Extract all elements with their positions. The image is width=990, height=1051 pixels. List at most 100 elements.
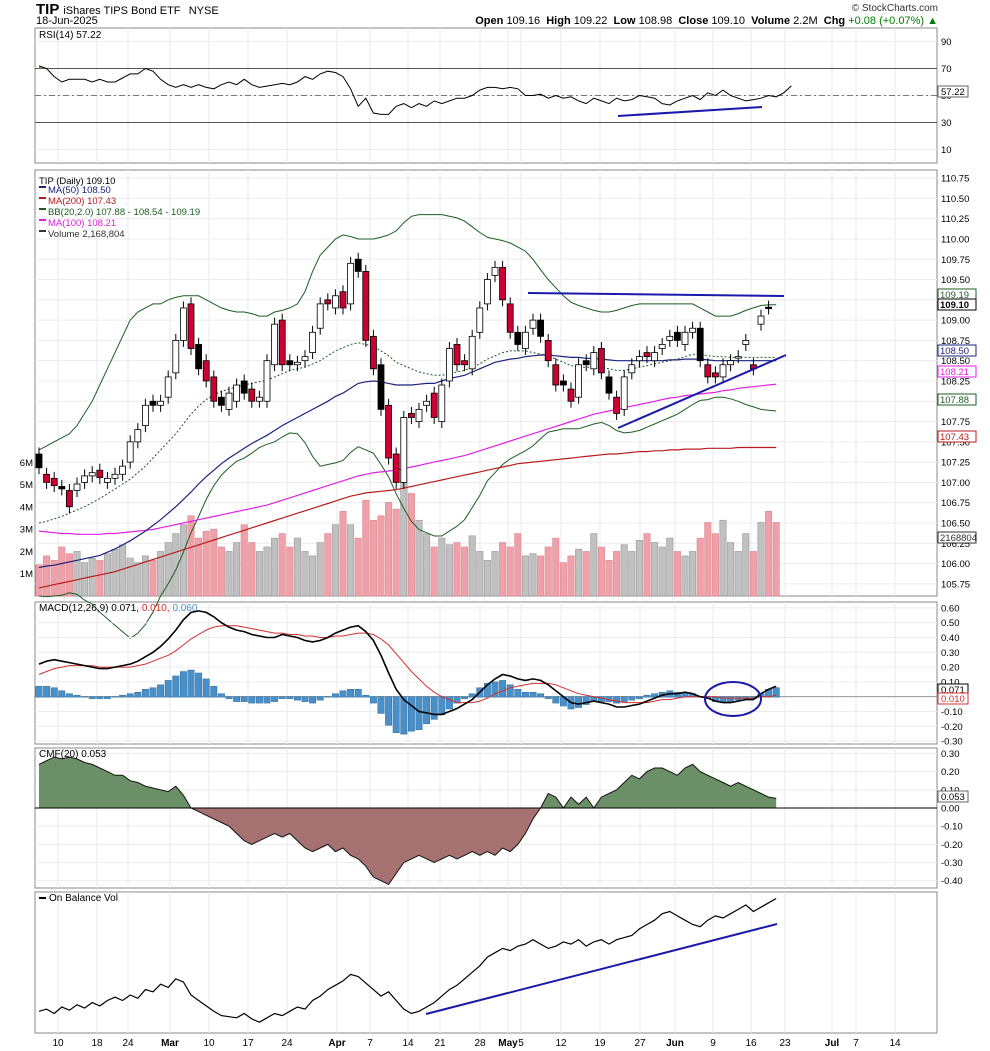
- cmf-negative-area: [39, 808, 777, 885]
- volume-bar: [476, 551, 484, 597]
- rsi-trendline: [617, 106, 763, 117]
- chart-date: 18-Jun-2025: [36, 15, 98, 27]
- candle-body: [582, 360, 590, 366]
- candle-body: [286, 360, 294, 366]
- price-tick-label: 110.25: [941, 214, 969, 225]
- macd-histogram-bar: [331, 693, 339, 698]
- cmf-tick-label: 0.00: [941, 804, 960, 815]
- candle-body: [119, 465, 126, 475]
- candle-body: [255, 396, 263, 402]
- macd-tick-label: -0.30: [941, 737, 963, 748]
- volume-bar: [651, 542, 659, 597]
- macd-histogram-bar: [552, 696, 560, 704]
- macd-histogram-bar: [149, 687, 157, 698]
- price-tick-label: 106.00: [941, 559, 970, 570]
- volume-tick-label: 6M: [20, 458, 33, 469]
- cmf-value-box: [937, 790, 969, 803]
- candle-body: [369, 335, 377, 370]
- macd-histogram-bar: [278, 696, 286, 699]
- price-tick-label: 107.50: [941, 437, 970, 448]
- volume-bar: [673, 551, 681, 597]
- macd-histogram-bar: [430, 696, 438, 720]
- candle-body: [544, 339, 552, 362]
- volume-bar: [202, 531, 210, 597]
- volume-bar: [757, 522, 765, 597]
- macd-histogram-bar: [309, 696, 317, 704]
- volume-bar: [392, 508, 400, 597]
- volume-bar: [35, 564, 43, 597]
- rsi-value-box: [937, 85, 969, 98]
- volume-bar: [324, 533, 332, 597]
- volume-bar: [453, 542, 461, 597]
- volume-bar: [719, 519, 727, 597]
- volume-bar: [514, 533, 522, 597]
- volume-bar: [491, 551, 499, 597]
- macd-histogram-bar: [499, 680, 507, 698]
- price-tick-label: 109.00: [941, 316, 970, 327]
- macd-histogram-bar: [316, 696, 324, 701]
- cmf-line: [38, 756, 777, 886]
- volume-bar: [263, 546, 271, 597]
- cmf-tick-label: 0.20: [941, 767, 960, 778]
- volume-bar: [483, 560, 491, 597]
- high-label: High: [546, 15, 571, 27]
- macd-highlight-circle: [704, 681, 762, 717]
- x-tick-label: 18: [91, 1038, 103, 1049]
- volume-bar: [96, 560, 104, 597]
- macd-histogram-bar: [423, 696, 431, 725]
- macd-histogram-bar: [103, 696, 111, 699]
- volume-bar: [658, 546, 666, 597]
- price-legend-entry: TIP (Daily) 109.10: [39, 176, 115, 187]
- macd-tick-label: 0.60: [941, 603, 960, 614]
- x-tick-label: 28: [474, 1038, 486, 1049]
- volume-bar: [65, 553, 73, 597]
- volume-tick-label: 5M: [20, 480, 33, 491]
- macd-histogram-bar: [286, 696, 294, 699]
- volume-tick-label: 3M: [20, 525, 33, 536]
- volume-bar: [552, 537, 560, 597]
- volume-bar: [278, 533, 286, 597]
- candle-body: [560, 380, 567, 386]
- volume-bar: [255, 551, 263, 597]
- volume-bar: [134, 562, 142, 597]
- brand-watermark: © StockCharts.com: [851, 3, 938, 14]
- macd-histogram-bar: [438, 696, 446, 716]
- macd-histogram-bar: [210, 686, 218, 698]
- price-legend-entry: MA(50) 108.50: [48, 185, 111, 196]
- candle-body: [88, 472, 96, 477]
- candle-body: [651, 352, 658, 362]
- x-tick-label: 10: [52, 1038, 64, 1049]
- macd-histogram-bar: [643, 694, 651, 698]
- candle-body: [537, 319, 544, 337]
- price-tick-label: 110.75: [941, 174, 969, 185]
- x-tick-label: 21: [434, 1038, 446, 1049]
- macd-histogram-bar: [582, 696, 590, 705]
- x-tick-label: 17: [242, 1038, 254, 1049]
- price-right-label: 108.21: [940, 367, 969, 378]
- obv-title: On Balance Vol: [49, 893, 118, 904]
- x-tick-label: 7: [853, 1038, 859, 1049]
- candle-body: [453, 344, 461, 366]
- candle-body: [187, 303, 195, 349]
- macd-histogram-bar: [377, 696, 385, 714]
- volume-bar: [103, 553, 111, 597]
- candle-body: [149, 400, 157, 406]
- candle-body: [331, 295, 339, 309]
- candle-body: [66, 490, 73, 508]
- price-legend-entry: MA(200) 107.43: [48, 196, 116, 207]
- macd-histogram-bar: [43, 686, 51, 698]
- volume-bar: [544, 546, 552, 597]
- rsi-title: RSI(14) 57.22: [39, 30, 102, 41]
- macd-histogram-bar: [575, 696, 583, 708]
- macd-signal-line: [38, 625, 777, 704]
- macd-histogram-bar: [521, 691, 529, 698]
- volume-bar: [233, 542, 241, 597]
- chg-value: +0.08 (+0.07%): [848, 15, 925, 27]
- x-tick-label: 19: [594, 1038, 606, 1049]
- volume-bar: [582, 551, 590, 597]
- macd-histogram-bar: [255, 696, 263, 704]
- volume-bar: [468, 535, 476, 597]
- macd-histogram-bar: [81, 696, 89, 698]
- macd-histogram-bar: [233, 696, 241, 702]
